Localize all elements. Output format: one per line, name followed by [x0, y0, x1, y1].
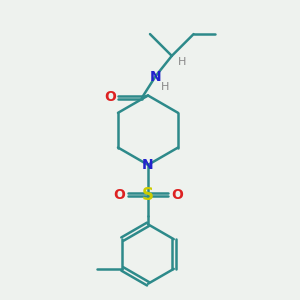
Text: S: S [142, 186, 154, 204]
Text: O: O [113, 188, 125, 202]
Text: H: H [161, 82, 169, 92]
Text: N: N [150, 70, 162, 84]
Text: H: H [178, 57, 186, 67]
Text: O: O [104, 91, 116, 104]
Text: O: O [171, 188, 183, 202]
Text: N: N [142, 158, 154, 172]
